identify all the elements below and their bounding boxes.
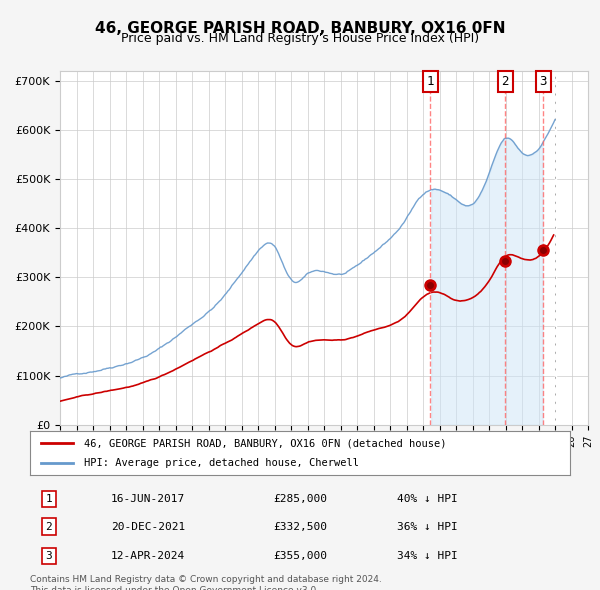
Text: Price paid vs. HM Land Registry's House Price Index (HPI): Price paid vs. HM Land Registry's House …: [121, 32, 479, 45]
Text: 16-JUN-2017: 16-JUN-2017: [111, 494, 185, 504]
Text: 46, GEORGE PARISH ROAD, BANBURY, OX16 0FN (detached house): 46, GEORGE PARISH ROAD, BANBURY, OX16 0F…: [84, 438, 446, 448]
Text: £355,000: £355,000: [273, 551, 327, 561]
Text: 3: 3: [46, 551, 52, 561]
Text: 36% ↓ HPI: 36% ↓ HPI: [397, 522, 458, 532]
Text: 1: 1: [427, 75, 434, 88]
Text: £285,000: £285,000: [273, 494, 327, 504]
Text: Contains HM Land Registry data © Crown copyright and database right 2024.
This d: Contains HM Land Registry data © Crown c…: [30, 575, 382, 590]
Text: 2: 2: [501, 75, 509, 88]
Text: 40% ↓ HPI: 40% ↓ HPI: [397, 494, 458, 504]
Text: 2: 2: [46, 522, 52, 532]
Text: HPI: Average price, detached house, Cherwell: HPI: Average price, detached house, Cher…: [84, 458, 359, 467]
Text: £332,500: £332,500: [273, 522, 327, 532]
Text: 34% ↓ HPI: 34% ↓ HPI: [397, 551, 458, 561]
Text: 1: 1: [46, 494, 52, 504]
Text: 3: 3: [539, 75, 547, 88]
Text: 12-APR-2024: 12-APR-2024: [111, 551, 185, 561]
Text: 20-DEC-2021: 20-DEC-2021: [111, 522, 185, 532]
Text: 46, GEORGE PARISH ROAD, BANBURY, OX16 0FN: 46, GEORGE PARISH ROAD, BANBURY, OX16 0F…: [95, 21, 505, 35]
